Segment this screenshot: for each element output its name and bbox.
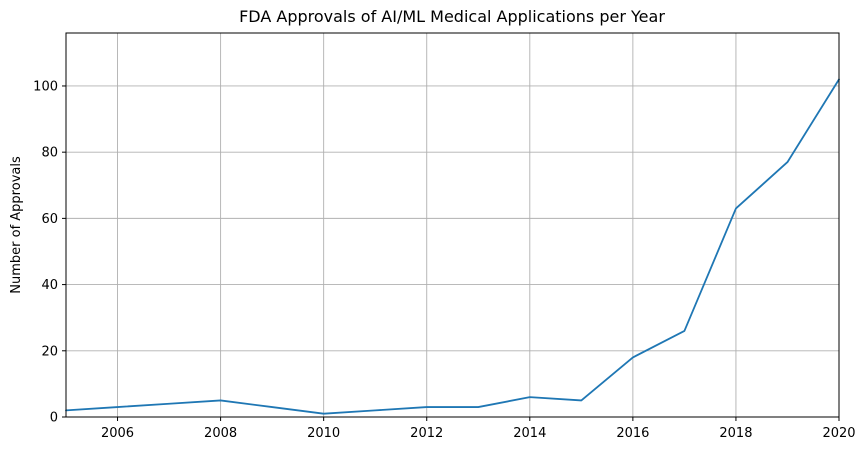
series-line-0 xyxy=(65,78,840,415)
x-tick-label: 2008 xyxy=(204,426,237,441)
plot-frame xyxy=(65,32,840,418)
x-tick-label: 2012 xyxy=(410,426,443,441)
y-tick-label: 40 xyxy=(41,278,58,293)
x-tick-label: 2020 xyxy=(822,426,855,441)
x-tick-label: 2016 xyxy=(616,426,649,441)
y-tick-label: 100 xyxy=(33,79,58,94)
y-tick-label: 20 xyxy=(41,344,58,359)
grid-lines xyxy=(66,33,840,418)
y-tick-label: 60 xyxy=(41,212,58,227)
x-tick-label: 2018 xyxy=(719,426,752,441)
axis-ticks: 2006 2008 2010 2012 2014 2016 2018 2020 0 20 40 60 8… xyxy=(33,79,855,441)
x-tick-label: 2014 xyxy=(513,426,546,441)
y-tick-label: 80 xyxy=(41,146,58,161)
x-tick-label: 2006 xyxy=(101,426,134,441)
chart-title: FDA Approvals of AI/ML Medical Applicati… xyxy=(239,7,665,26)
series-layer xyxy=(65,78,840,415)
y-axis-label: Number of Approvals xyxy=(9,156,24,294)
x-tick-label: 2010 xyxy=(307,426,340,441)
y-tick-label: 0 xyxy=(50,411,58,426)
